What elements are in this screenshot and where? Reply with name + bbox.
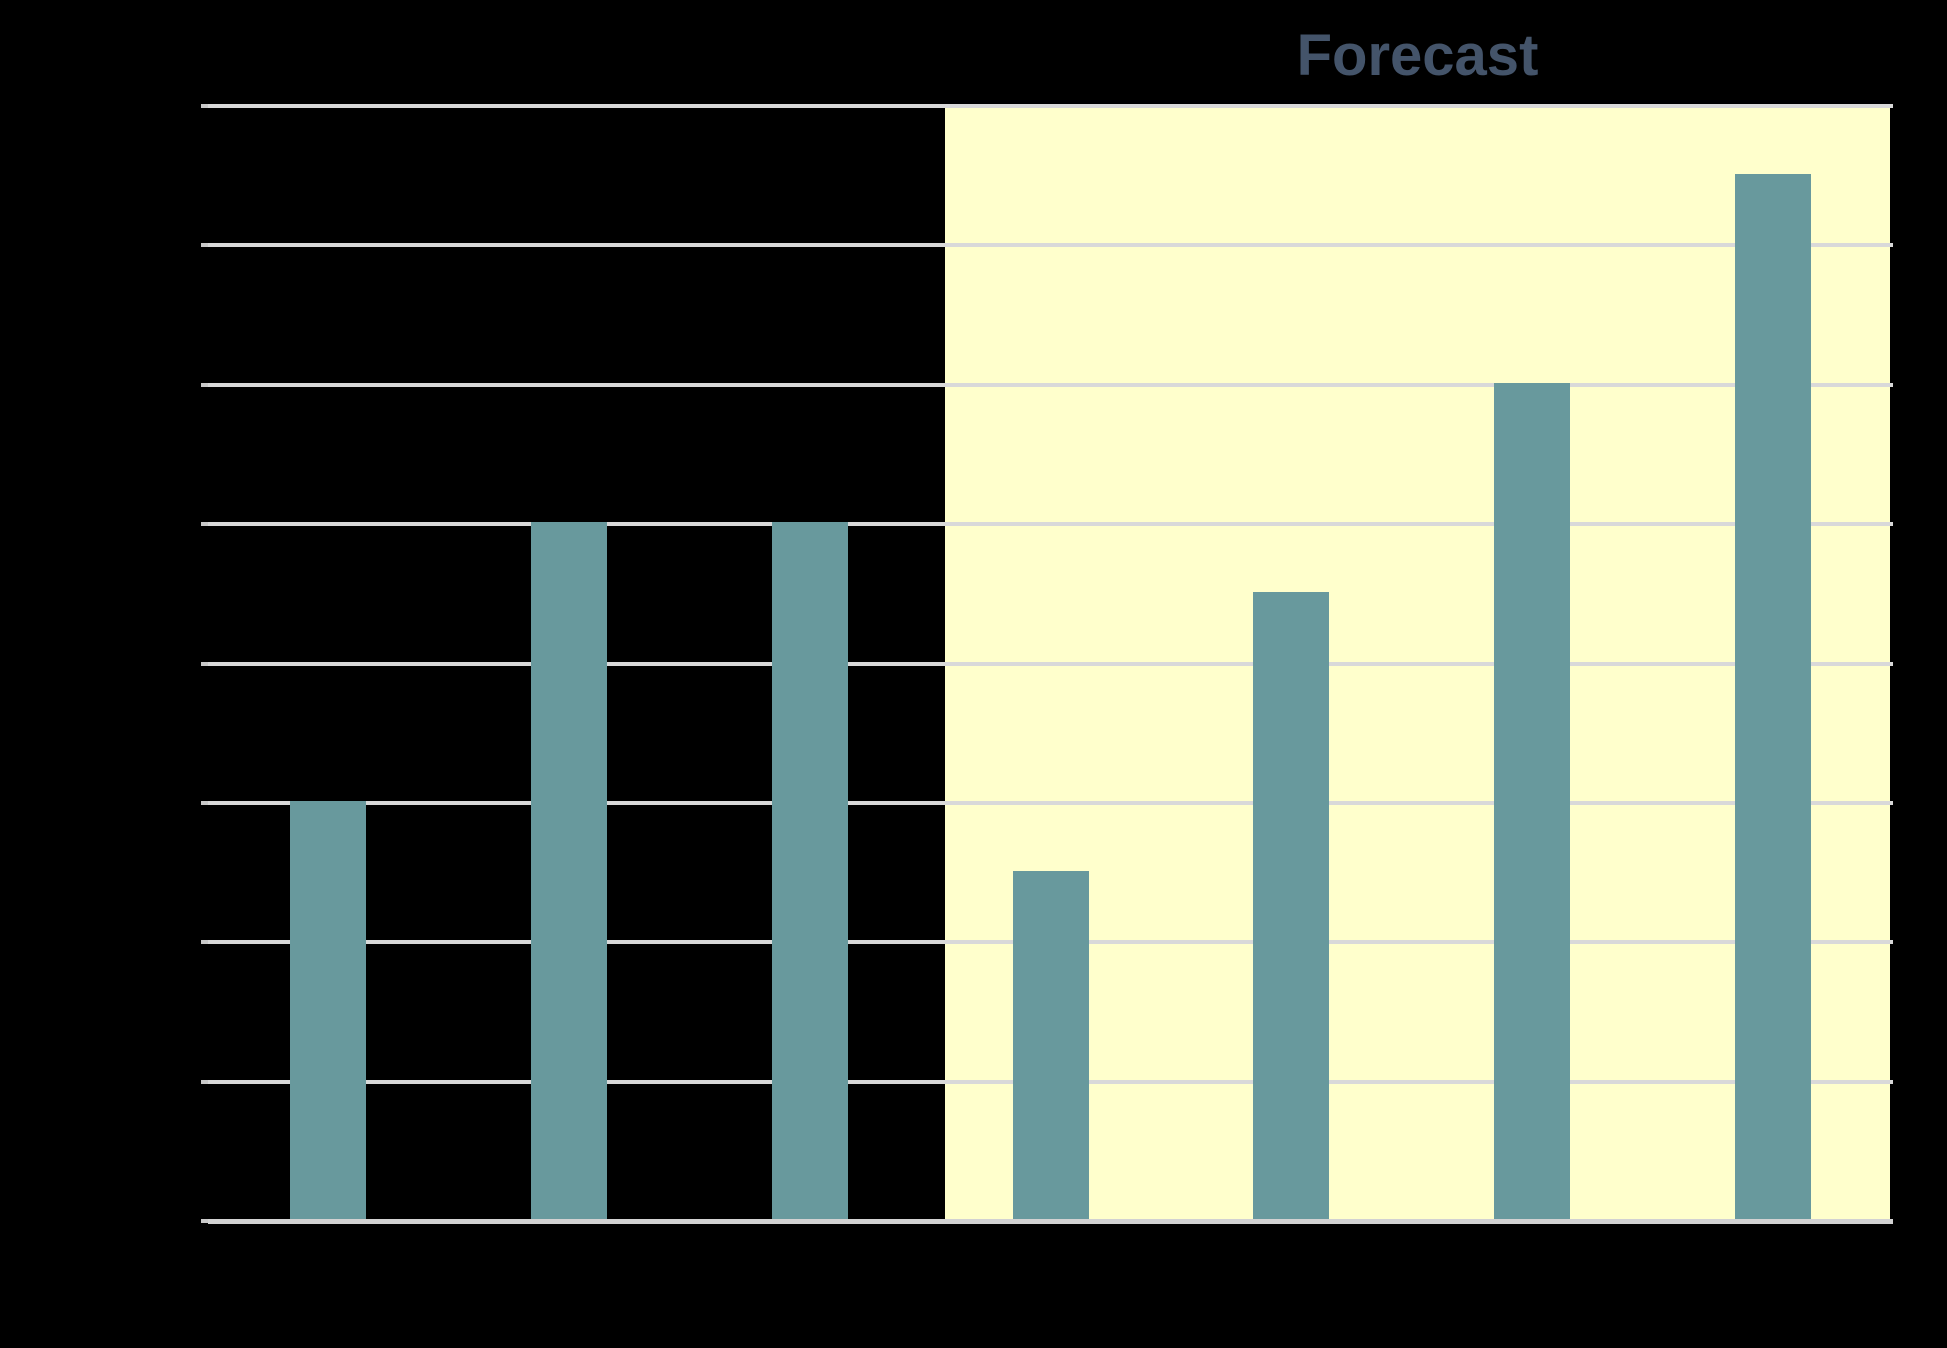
y-axis-tick	[201, 104, 208, 108]
y-axis-tick	[201, 382, 208, 387]
y-axis-tick	[201, 800, 208, 805]
bar-1	[290, 800, 367, 1219]
y-axis-tick	[201, 940, 208, 945]
x-axis-line	[208, 1219, 1893, 1224]
y-axis-tick	[201, 1079, 208, 1084]
bar-4	[1012, 870, 1089, 1219]
y-axis-tick	[201, 522, 208, 527]
y-axis-tick	[201, 1219, 208, 1223]
gridline	[208, 382, 1893, 387]
gridline	[208, 522, 1893, 527]
gridline	[208, 800, 1893, 805]
gridline	[208, 243, 1893, 248]
forecast-label: Forecast	[1296, 23, 1539, 88]
gridline	[208, 661, 1893, 666]
gridline	[208, 104, 1893, 108]
bar-6	[1493, 382, 1570, 1219]
bar-5	[1253, 591, 1330, 1219]
y-axis-tick	[201, 243, 208, 248]
bar-7	[1734, 173, 1811, 1219]
bar-2	[531, 522, 608, 1219]
bar-3	[771, 522, 848, 1219]
y-axis-tick	[201, 661, 208, 666]
